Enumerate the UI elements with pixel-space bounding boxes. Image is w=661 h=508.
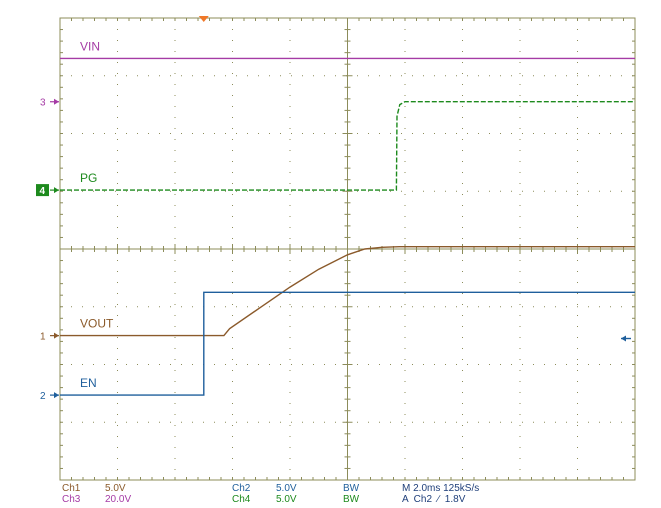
- trigger-readout: A Ch2 ∕ 1.8V: [402, 494, 466, 505]
- bandwidth-limit-2: BW: [343, 494, 360, 505]
- ch2-scale: 5.0V: [276, 483, 297, 494]
- ref-marker-4: 4: [40, 186, 46, 197]
- timebase-readout: M 2.0ms 125kS/s: [402, 483, 479, 494]
- label-en: EN: [80, 376, 97, 390]
- ref-marker-2-arrow: [54, 392, 59, 399]
- grid: [59, 17, 636, 481]
- trace-pg: [60, 100, 635, 191]
- trigger-level-arrow: [621, 335, 626, 342]
- ch1-scale: 5.0V: [105, 483, 126, 494]
- ref-marker-1-arrow: [54, 332, 59, 339]
- trace-vout: [60, 245, 635, 337]
- ref-marker-3-arrow: [54, 98, 59, 105]
- ch2-name: Ch2: [232, 483, 251, 494]
- trace-en: [60, 291, 635, 396]
- ch3-name: Ch3: [62, 494, 81, 505]
- ch4-scale: 5.0V: [276, 494, 297, 505]
- label-vin: VIN: [80, 39, 100, 53]
- trace-labels: VIN PG VOUT EN: [80, 39, 114, 390]
- traces: [60, 57, 635, 396]
- reference-markers: 3 4 1 2: [36, 16, 631, 402]
- ch1-name: Ch1: [62, 483, 81, 494]
- ref-marker-4-arrow: [54, 187, 59, 194]
- bandwidth-limit-1: BW: [343, 483, 360, 494]
- label-pg: PG: [80, 171, 97, 185]
- ref-marker-4-box: [36, 184, 49, 197]
- ch3-scale: 20.0V: [105, 494, 131, 505]
- status-bar: Ch1 5.0V Ch3 20.0V Ch2 5.0V Ch4 5.0V BW …: [62, 483, 479, 505]
- ch4-name: Ch4: [232, 494, 251, 505]
- trigger-position-marker: [198, 16, 209, 22]
- ref-marker-1: 1: [40, 332, 46, 343]
- ref-marker-2: 2: [40, 391, 46, 402]
- label-vout: VOUT: [80, 317, 114, 331]
- ref-marker-3: 3: [40, 98, 46, 109]
